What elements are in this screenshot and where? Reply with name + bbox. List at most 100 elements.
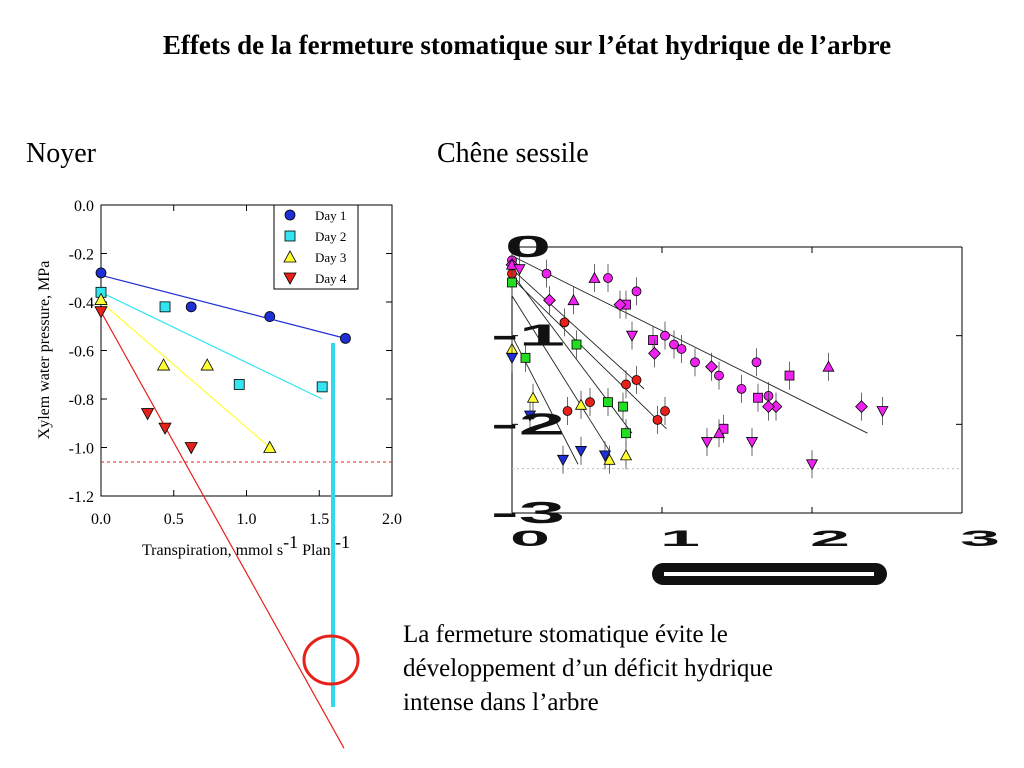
data-point-day-2 xyxy=(159,301,171,313)
chene-data-point xyxy=(745,437,759,449)
chene-data-point xyxy=(574,398,588,410)
chene-y-tick-label: -2 xyxy=(491,407,565,441)
fit-line-day-1 xyxy=(100,274,346,339)
chene-data-point xyxy=(603,453,616,465)
chene-data-point xyxy=(523,410,537,422)
chene-data-point xyxy=(700,437,714,449)
chene-data-point xyxy=(736,383,747,394)
chene-data-point xyxy=(625,330,639,342)
chene-data-point xyxy=(714,370,724,381)
data-point-day-1 xyxy=(185,301,197,313)
critical-point-circle xyxy=(302,634,360,686)
chene-y-tick-label: -3 xyxy=(491,496,565,530)
noyer-y-ticks: 0.0 -0.2 -0.4 -0.6 -0.8 -1.0 -1.2 xyxy=(69,198,392,506)
x-tick-label: 0.5 xyxy=(164,511,184,528)
fit-line-day-3 xyxy=(100,301,271,448)
chene-data-point xyxy=(876,406,889,418)
chene-data-point xyxy=(574,446,588,458)
chene-data-point xyxy=(603,273,613,283)
x-tick-label: 1.0 xyxy=(237,511,257,528)
chene-data-point xyxy=(619,449,633,461)
fit-line-day-2 xyxy=(100,291,323,400)
x-tick-label: 0.0 xyxy=(91,511,111,528)
legend-marker xyxy=(283,250,297,263)
conclusion-text: La fermeture stomatique évite le dévelop… xyxy=(403,618,963,720)
chene-fit-lines xyxy=(511,255,868,465)
chene-data-point xyxy=(631,286,642,297)
chene-x-tick-labels: 0 1 2 3 xyxy=(510,527,1000,551)
chene-data-point xyxy=(669,339,679,350)
conclusion-line-1: La fermeture stomatique évite le xyxy=(403,621,728,648)
data-point-day-4 xyxy=(140,408,155,421)
chene-data-point xyxy=(753,392,763,403)
x-tick-label: 2.0 xyxy=(382,511,402,528)
chene-x-tick-label: 0 xyxy=(510,527,550,551)
y-tick-label: -1.2 xyxy=(69,489,94,506)
slide-title: Effets de la fermeture stomatique sur l’… xyxy=(162,30,892,60)
label-noyer: Noyer xyxy=(26,138,96,169)
data-point-day-3 xyxy=(156,358,171,371)
data-point-day-3 xyxy=(200,358,214,371)
chene-y-tick-label: 0 xyxy=(505,230,551,264)
y-tick-label: -0.8 xyxy=(69,392,94,409)
chene-data-point xyxy=(585,397,595,408)
chene-x-tick-label: 2 xyxy=(810,527,850,551)
chene-data-point xyxy=(762,400,775,414)
chene-data-point xyxy=(648,346,661,360)
legend-label: Day 2 xyxy=(315,229,346,244)
garbled-x-title-stripe xyxy=(664,572,874,576)
legend-label: Day 3 xyxy=(315,250,346,265)
chene-data-point xyxy=(505,352,519,365)
chene-data-point xyxy=(507,277,517,288)
legend-marker xyxy=(284,209,296,221)
chene-data-point xyxy=(660,406,670,416)
chene-data-point xyxy=(855,400,868,414)
chene-data-point xyxy=(784,370,795,381)
chene-fit-line xyxy=(511,268,645,390)
legend-label: Day 4 xyxy=(315,271,347,286)
noyer-data-points xyxy=(94,267,351,455)
chene-data-point xyxy=(621,428,631,439)
data-point-day-3 xyxy=(263,440,277,453)
data-point-day-1 xyxy=(340,332,351,344)
chene-data-point xyxy=(712,426,726,439)
noyer-chart: 0.0 -0.2 -0.4 -0.6 -0.8 -1.0 -1.2 0.0 0.5 1.0 1.5… xyxy=(36,198,402,749)
chene-y-tick-label: -1 xyxy=(491,318,565,352)
label-chene-sessile: Chêne sessile xyxy=(437,138,589,169)
garbled-y-title xyxy=(433,298,447,458)
noyer-y-axis-label: Xylem water pressure, MPa xyxy=(36,261,53,440)
legend-marker xyxy=(283,272,297,285)
data-point-day-3 xyxy=(94,292,108,305)
y-tick-label: 0.0 xyxy=(74,198,94,215)
legend-marker xyxy=(284,230,296,242)
chene-data-point xyxy=(652,414,663,425)
noyer-legend: Day 1 Day 2 Day 3 Day 4 xyxy=(273,204,359,290)
chene-data-points xyxy=(505,246,889,479)
noyer-x-ticks: 0.0 0.5 1.0 1.5 2.0 xyxy=(91,205,402,528)
conclusion-line-2: développement d’un déficit hydrique xyxy=(403,655,774,682)
data-point-day-2 xyxy=(316,381,328,393)
conclusion-line-3: intense dans l’arbre xyxy=(403,689,599,716)
chene-data-point xyxy=(588,271,601,283)
chene-data-point xyxy=(822,360,835,372)
chene-fit-line xyxy=(511,295,610,452)
data-point-day-1 xyxy=(95,267,107,279)
chene-data-point xyxy=(805,459,819,471)
chene-fit-line xyxy=(511,255,868,434)
chene-data-point xyxy=(751,357,762,368)
data-point-day-4 xyxy=(94,306,108,319)
chene-data-point xyxy=(543,293,556,307)
chene-data-point xyxy=(562,406,573,416)
chene-data-point xyxy=(705,360,718,374)
chene-data-point xyxy=(660,330,670,341)
y-tick-label: -0.4 xyxy=(69,295,94,312)
legend-label: Day 1 xyxy=(315,208,346,223)
chene-data-point xyxy=(621,379,631,390)
noyer-fit-lines xyxy=(100,274,346,749)
chene-data-point xyxy=(631,375,642,385)
chene-data-point xyxy=(618,401,628,412)
fit-line-day-4 xyxy=(100,311,345,749)
y-tick-label: -0.2 xyxy=(69,247,94,264)
data-point-day-4 xyxy=(184,442,198,455)
